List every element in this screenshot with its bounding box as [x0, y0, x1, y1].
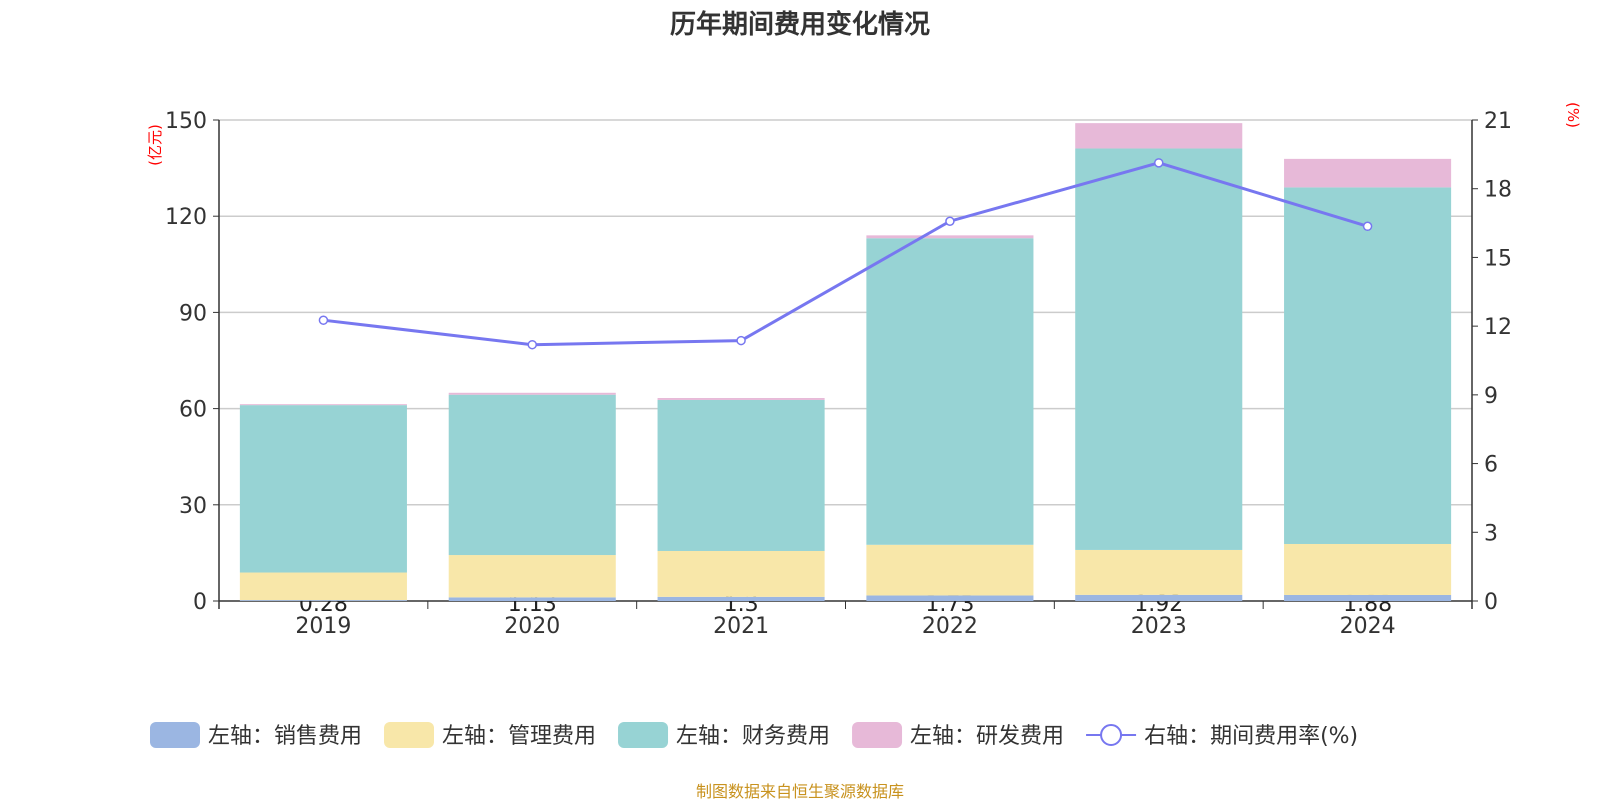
line-point: [736, 335, 746, 346]
bar-segment: [1075, 594, 1243, 601]
x-tick-label: 2023: [1131, 614, 1187, 639]
legend-label: 左轴：销售费用: [208, 724, 362, 749]
line-point: [945, 216, 955, 226]
legend-swatch: [618, 722, 669, 748]
x-tick-label: 2024: [1340, 614, 1396, 639]
bar-segment: [448, 392, 616, 395]
bar-segment: [239, 572, 407, 601]
tick-label-left: 150: [165, 109, 207, 134]
bar-segment: [1075, 549, 1243, 595]
source-note: 制图数据来自恒生聚源数据库: [695, 782, 904, 801]
tick-label-right: 15: [1484, 246, 1512, 271]
tick-label-left: 0: [193, 590, 207, 615]
tick-label-right: 12: [1484, 315, 1512, 340]
tick-label-right: 18: [1484, 178, 1512, 203]
tick-label-left: 90: [179, 301, 207, 326]
bar-segment: [448, 555, 616, 598]
tick-label-left: 60: [179, 398, 207, 423]
bar-segment: [866, 595, 1034, 601]
tick-label-right: 6: [1484, 453, 1498, 478]
x-tick-label: 2020: [504, 614, 560, 639]
bar-segment: [1284, 543, 1452, 595]
line-point: [1362, 221, 1373, 232]
x-tick-label: 2019: [295, 614, 351, 639]
legend-label: 左轴：管理费用: [442, 724, 596, 749]
legend-label: 右轴：期间费用率(%): [1144, 724, 1358, 749]
line-point: [318, 315, 329, 325]
bar-segment: [1284, 594, 1452, 601]
bar-segment: [866, 544, 1034, 596]
bar-segment: [239, 600, 407, 601]
bar-segment: [866, 238, 1034, 545]
bar-segment: [657, 550, 825, 597]
legend-swatch: [384, 722, 435, 748]
tick-label-right: 9: [1484, 384, 1498, 409]
bar-segment: [657, 596, 825, 601]
bar-segment: [657, 399, 825, 551]
bar-segment: [1284, 187, 1452, 544]
left-axis-unit: (亿元): [146, 124, 164, 166]
chart-title: 历年期间费用变化情况: [669, 10, 930, 40]
tick-label-left: 120: [165, 205, 207, 230]
bar-segment: [239, 404, 407, 406]
legend-swatch: [150, 722, 200, 748]
tick-label-right: 21: [1484, 109, 1512, 134]
bar-segment: [1075, 148, 1243, 550]
tick-label-right: 0: [1484, 590, 1498, 615]
legend-label: 左轴：研发费用: [910, 724, 1064, 749]
line-point: [527, 339, 537, 350]
legend-circle-icon: [1100, 724, 1123, 746]
bar-segment: [657, 398, 825, 400]
bar-segment: [866, 235, 1034, 239]
right-axis-unit: (%): [1564, 102, 1582, 128]
bar-segment: [448, 394, 616, 556]
tick-label-left: 30: [179, 494, 207, 519]
bar-segment: [1075, 123, 1243, 149]
bar-segment: [239, 405, 407, 573]
x-tick-label: 2022: [922, 614, 978, 639]
x-tick-label: 2021: [713, 614, 769, 639]
legend-swatch: [852, 722, 903, 748]
legend-label: 左轴：财务费用: [676, 724, 830, 749]
line-point: [1154, 158, 1164, 168]
bar-segment: [448, 597, 616, 601]
tick-label-right: 3: [1484, 521, 1498, 546]
line-series: [323, 161, 1369, 347]
bar-segment: [1284, 158, 1452, 188]
